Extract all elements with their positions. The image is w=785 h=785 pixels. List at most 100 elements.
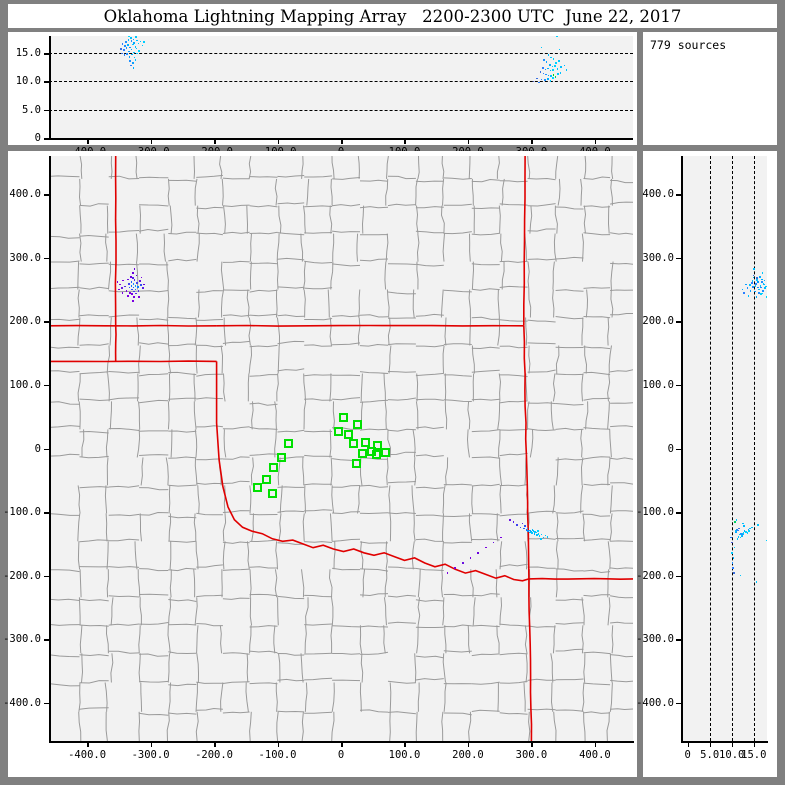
county-border: [415, 711, 418, 741]
county-border: [110, 653, 114, 683]
county-border: [79, 205, 82, 234]
altitude-vs-north-plot-area[interactable]: [681, 156, 767, 741]
county-border: [583, 397, 611, 401]
county-border: [327, 289, 330, 318]
altitude-vs-east-plot-area[interactable]: [49, 36, 633, 138]
y-tick: [44, 512, 50, 514]
county-border: [499, 374, 528, 378]
lma-station-marker[interactable]: [372, 450, 382, 460]
lma-station-marker[interactable]: [333, 427, 343, 437]
source-point: [554, 76, 557, 78]
county-border: [168, 343, 197, 347]
lma-station-marker[interactable]: [267, 488, 277, 498]
source-point: [138, 280, 141, 283]
lma-station-marker[interactable]: [358, 449, 368, 459]
county-border: [220, 261, 225, 290]
county-border: [471, 263, 500, 266]
y-tick: [676, 702, 682, 705]
lma-station-marker[interactable]: [261, 474, 271, 484]
source-point: [123, 49, 125, 51]
source-point: [136, 39, 139, 42]
y-tick: [44, 384, 50, 387]
lma-station-marker[interactable]: [353, 419, 362, 429]
county-border: [387, 566, 416, 569]
county-border: [49, 569, 80, 573]
county-border: [168, 599, 197, 602]
lma-station-marker[interactable]: [344, 430, 354, 439]
county-border: [555, 403, 584, 406]
county-border: [555, 206, 584, 210]
county-border: [168, 597, 172, 626]
lma-station-marker[interactable]: [349, 438, 359, 448]
x-tick-label: 10.0: [719, 749, 745, 761]
source-point: [143, 283, 145, 286]
source-point: [124, 285, 126, 288]
county-border: [79, 343, 109, 346]
source-point: [559, 72, 562, 74]
source-point: [132, 283, 135, 285]
county-border: [277, 456, 305, 460]
lma-station-marker[interactable]: [360, 437, 370, 447]
county-border: [277, 202, 305, 205]
lma-station-marker[interactable]: [252, 483, 262, 493]
source-point: [119, 48, 122, 50]
county-border: [444, 401, 448, 430]
altitude-vs-east-panel[interactable]: 05.010.015.0-400.0-300.0-200.0-100.00100…: [8, 32, 637, 158]
county-border: [79, 234, 109, 238]
y-tick: [676, 512, 682, 514]
county-border: [555, 598, 584, 601]
county-border: [81, 653, 84, 683]
source-point: [766, 539, 767, 542]
x-tick: [214, 741, 216, 747]
county-border: [77, 541, 81, 570]
source-point: [751, 280, 754, 283]
county-border: [357, 156, 360, 179]
lma-station-marker[interactable]: [380, 447, 390, 457]
altitude-vs-north-panel[interactable]: -400.0 -300.0 -200.0 -100.0 0 100.0 200.0 300.0…: [636, 151, 777, 777]
lma-station-marker[interactable]: [284, 438, 294, 448]
source-point: [133, 268, 136, 270]
y-tick-label: -300.0: [636, 633, 674, 646]
county-border: [330, 261, 334, 290]
county-border: [386, 156, 389, 179]
county-border: [168, 540, 197, 543]
plan-view-map-plot-area[interactable]: [49, 156, 633, 741]
source-point: [730, 541, 733, 544]
source-point: [756, 286, 759, 289]
county-border: [139, 593, 169, 596]
lma-station-marker[interactable]: [373, 441, 383, 451]
county-border: [277, 314, 305, 318]
county-border: [274, 401, 277, 430]
lma-station-marker[interactable]: [269, 463, 279, 473]
county-border: [196, 482, 223, 485]
county-border: [358, 289, 361, 318]
plan-view-map-panel[interactable]: -400.0 -300.0 -200.0 -100.0 0 100.0 200.0 300.0…: [3, 151, 637, 777]
y-tick-label: 0: [34, 442, 41, 455]
y-tick-label: 0: [667, 442, 674, 455]
source-point: [565, 69, 568, 71]
lma-station-marker[interactable]: [351, 459, 361, 469]
county-border: [417, 682, 420, 712]
county-border: [222, 204, 250, 208]
lma-station-marker[interactable]: [339, 413, 349, 423]
county-border: [278, 653, 281, 683]
county-border: [470, 569, 474, 598]
y-tick-label: -200.0: [3, 569, 41, 582]
county-border: [501, 261, 505, 290]
county-border: [416, 205, 419, 234]
y-tick: [676, 321, 682, 323]
lma-station-marker[interactable]: [277, 452, 287, 462]
county-border: [277, 510, 305, 513]
county-border: [220, 289, 225, 318]
county-border: [168, 258, 197, 262]
county-border: [610, 261, 614, 290]
county-border: [497, 401, 501, 430]
county-border: [220, 682, 224, 712]
county-border: [330, 178, 333, 206]
source-point: [540, 537, 542, 540]
county-border: [583, 316, 611, 319]
source-point: [544, 68, 547, 71]
county-border: [610, 262, 633, 265]
gridline-altitude-10: [49, 81, 633, 83]
